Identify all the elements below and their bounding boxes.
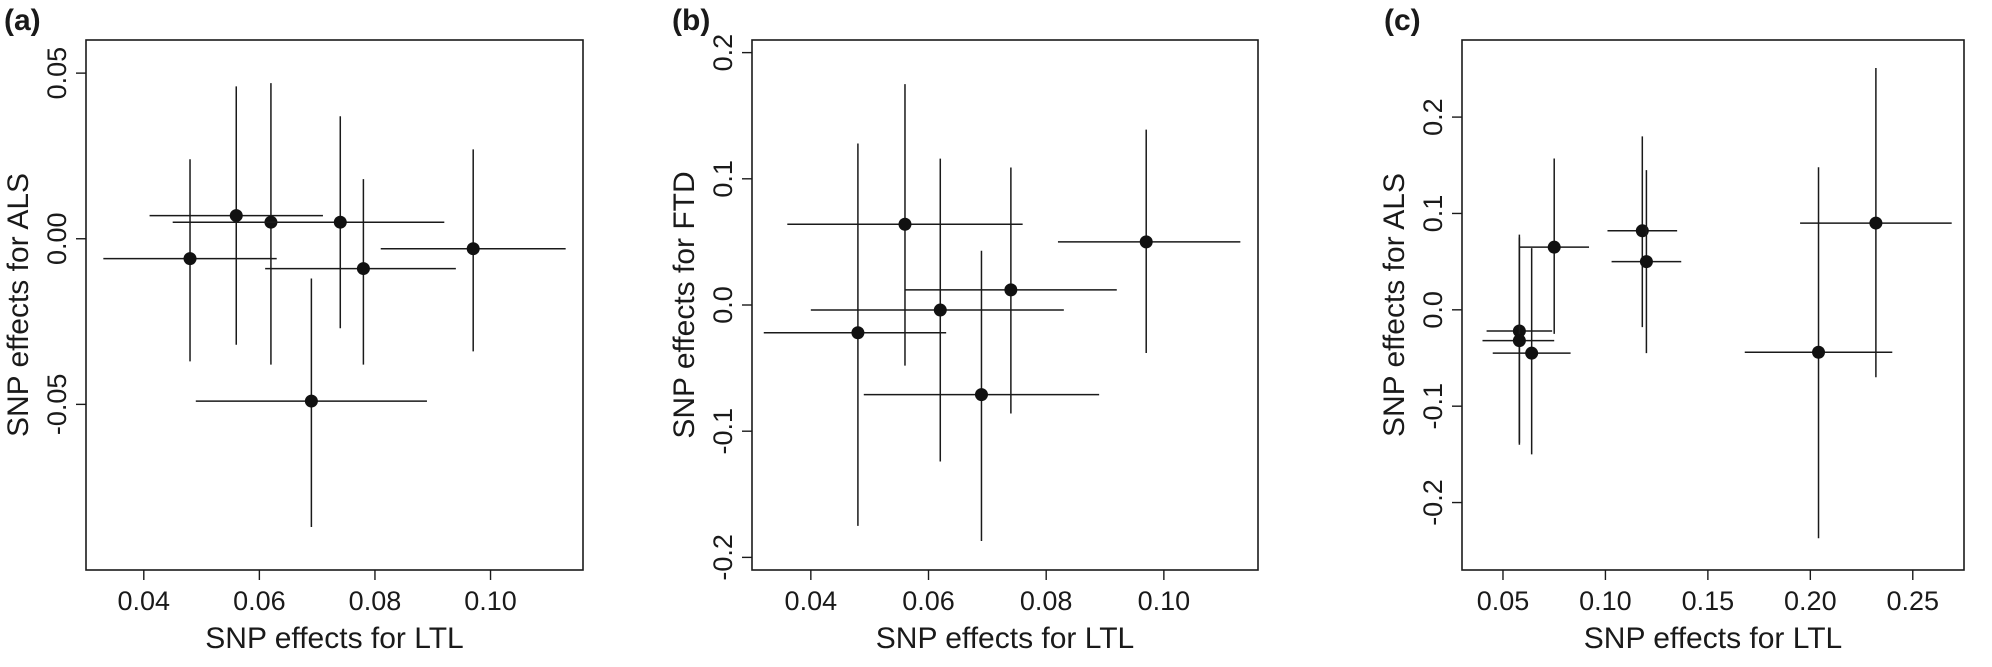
data-point xyxy=(1869,216,1883,230)
data-point xyxy=(974,388,988,402)
x-tick-label: 0.05 xyxy=(1477,586,1530,616)
y-tick-label: 0.1 xyxy=(708,160,738,198)
x-tick-label: 0.10 xyxy=(1579,586,1632,616)
data-point xyxy=(1639,255,1653,269)
x-tick-label: 0.08 xyxy=(1020,586,1073,616)
data-point xyxy=(1512,334,1526,348)
plot-frame xyxy=(751,39,1259,571)
data-point xyxy=(1635,224,1649,238)
data-point xyxy=(851,326,865,340)
data-point xyxy=(1525,346,1539,360)
x-axis-title: SNP effects for LTL xyxy=(205,622,463,655)
x-tick-label: 0.10 xyxy=(464,586,517,616)
x-tick-label: 0.08 xyxy=(349,586,402,616)
x-tick-label: 0.06 xyxy=(233,586,286,616)
x-axis-title: SNP effects for LTL xyxy=(1584,622,1842,655)
panel-label: (a) xyxy=(4,4,41,37)
data-point xyxy=(229,209,243,223)
x-tick-label: 0.15 xyxy=(1682,586,1735,616)
data-point xyxy=(1812,345,1826,359)
x-tick-label: 0.04 xyxy=(118,586,171,616)
y-tick-label: 0.05 xyxy=(42,47,72,100)
data-point xyxy=(356,262,370,276)
x-axis-title: SNP effects for LTL xyxy=(876,622,1134,655)
panel-3: (c) 0.05 0.10 0.15 0.20 0.25 -0.2 -0.1 0.0 0.1 0.2… xyxy=(1378,4,1965,655)
y-tick-label: -0.05 xyxy=(42,374,72,436)
y-tick-label: -0.2 xyxy=(1418,479,1448,526)
data-point xyxy=(466,242,480,256)
y-tick-label: 0.00 xyxy=(42,212,72,265)
plot-frame xyxy=(85,39,584,571)
data-point xyxy=(898,217,912,231)
x-tick-label: 0.25 xyxy=(1886,586,1939,616)
y-tick-label: -0.1 xyxy=(708,408,738,455)
x-tick-label: 0.20 xyxy=(1784,586,1837,616)
data-point xyxy=(304,394,318,408)
panel-1: (a) 0.04 0.06 0.08 0.10 -0.05 0.00 0.05 SNP effe… xyxy=(2,4,584,655)
y-tick-label: 0.2 xyxy=(708,34,738,72)
y-axis-title: SNP effects for ALS xyxy=(1378,173,1411,437)
data-point xyxy=(333,215,347,229)
panel-label: (c) xyxy=(1384,4,1421,37)
data-point xyxy=(183,252,197,266)
data-point xyxy=(1547,240,1561,254)
data-point xyxy=(1004,283,1018,297)
y-tick-label: -0.2 xyxy=(708,534,738,581)
x-tick-label: 0.10 xyxy=(1138,586,1191,616)
y-axis-title: SNP effects for FTD xyxy=(668,171,701,438)
data-point xyxy=(1139,235,1153,249)
y-tick-label: 0.1 xyxy=(1418,195,1448,233)
y-tick-label: 0.0 xyxy=(1418,291,1448,329)
y-tick-label: 0.2 xyxy=(1418,98,1448,136)
y-tick-label: -0.1 xyxy=(1418,383,1448,430)
data-point xyxy=(933,303,947,317)
panel-2: (b) 0.04 0.06 0.08 0.10 -0.2 -0.1 0.0 0.1 0.2 SNP … xyxy=(668,4,1259,655)
x-tick-label: 0.06 xyxy=(902,586,955,616)
y-axis-title: SNP effects for ALS xyxy=(2,173,35,437)
y-tick-label: 0.0 xyxy=(708,286,738,324)
panel-label: (b) xyxy=(672,4,710,37)
plot-frame xyxy=(1461,39,1965,571)
x-tick-label: 0.04 xyxy=(785,586,838,616)
